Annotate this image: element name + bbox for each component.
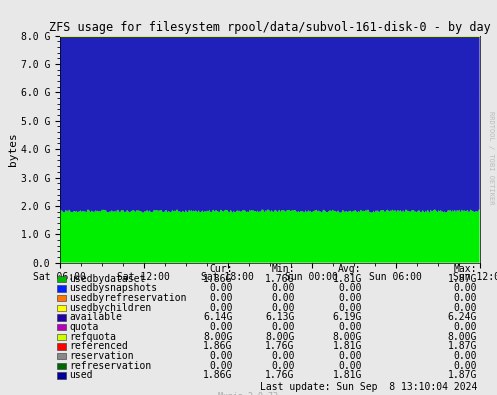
Text: 6.19G: 6.19G	[332, 312, 362, 322]
Text: available: available	[70, 312, 122, 322]
Text: 1.86G: 1.86G	[203, 274, 233, 284]
Text: 0.00: 0.00	[271, 283, 295, 293]
Text: 8.00G: 8.00G	[265, 332, 295, 342]
Text: 6.13G: 6.13G	[265, 312, 295, 322]
Text: 6.14G: 6.14G	[203, 312, 233, 322]
Text: 0.00: 0.00	[209, 322, 233, 332]
Text: quota: quota	[70, 322, 99, 332]
Text: RRDTOOL / TOBI OETIKER: RRDTOOL / TOBI OETIKER	[488, 111, 494, 205]
Text: 0.00: 0.00	[271, 361, 295, 371]
Text: 1.87G: 1.87G	[448, 274, 477, 284]
Text: Min:: Min:	[271, 264, 295, 275]
Text: used: used	[70, 371, 93, 380]
Text: Avg:: Avg:	[338, 264, 362, 275]
Text: 0.00: 0.00	[209, 303, 233, 313]
Text: 0.00: 0.00	[338, 322, 362, 332]
Text: 1.76G: 1.76G	[265, 371, 295, 380]
Text: 0.00: 0.00	[271, 293, 295, 303]
Text: 0.00: 0.00	[338, 351, 362, 361]
Text: 0.00: 0.00	[454, 293, 477, 303]
Text: usedbyrefreservation: usedbyrefreservation	[70, 293, 187, 303]
Text: 0.00: 0.00	[338, 283, 362, 293]
Text: usedbychildren: usedbychildren	[70, 303, 152, 313]
Text: Max:: Max:	[454, 264, 477, 275]
Text: 0.00: 0.00	[454, 361, 477, 371]
Text: reservation: reservation	[70, 351, 134, 361]
Text: 1.87G: 1.87G	[448, 371, 477, 380]
Text: 1.86G: 1.86G	[203, 371, 233, 380]
Text: 1.81G: 1.81G	[332, 274, 362, 284]
Text: 0.00: 0.00	[454, 283, 477, 293]
Text: 1.81G: 1.81G	[332, 341, 362, 352]
Text: 1.86G: 1.86G	[203, 341, 233, 352]
Text: usedbysnapshots: usedbysnapshots	[70, 283, 158, 293]
Text: Munin 2.0.73: Munin 2.0.73	[219, 392, 278, 395]
Text: 0.00: 0.00	[209, 361, 233, 371]
Text: Last update: Sun Sep  8 13:10:04 2024: Last update: Sun Sep 8 13:10:04 2024	[260, 382, 477, 393]
Title: ZFS usage for filesystem rpool/data/subvol-161-disk-0 - by day: ZFS usage for filesystem rpool/data/subv…	[49, 21, 491, 34]
Text: 8.00G: 8.00G	[448, 332, 477, 342]
Text: 0.00: 0.00	[271, 351, 295, 361]
Text: 8.00G: 8.00G	[332, 332, 362, 342]
Text: usedbydataset: usedbydataset	[70, 274, 146, 284]
Text: 0.00: 0.00	[209, 283, 233, 293]
Text: Cur:: Cur:	[209, 264, 233, 275]
Text: 6.24G: 6.24G	[448, 312, 477, 322]
Text: 0.00: 0.00	[454, 303, 477, 313]
Text: 0.00: 0.00	[271, 322, 295, 332]
Text: 0.00: 0.00	[338, 303, 362, 313]
Text: 1.76G: 1.76G	[265, 274, 295, 284]
Y-axis label: bytes: bytes	[8, 132, 18, 166]
Text: 0.00: 0.00	[209, 293, 233, 303]
Text: 0.00: 0.00	[454, 351, 477, 361]
Text: 1.87G: 1.87G	[448, 341, 477, 352]
Text: refquota: refquota	[70, 332, 117, 342]
Text: 0.00: 0.00	[454, 322, 477, 332]
Text: 0.00: 0.00	[209, 351, 233, 361]
Text: 0.00: 0.00	[338, 361, 362, 371]
Text: 8.00G: 8.00G	[203, 332, 233, 342]
Text: referenced: referenced	[70, 341, 128, 352]
Text: 1.76G: 1.76G	[265, 341, 295, 352]
Text: refreservation: refreservation	[70, 361, 152, 371]
Text: 1.81G: 1.81G	[332, 371, 362, 380]
Text: 0.00: 0.00	[338, 293, 362, 303]
Text: 0.00: 0.00	[271, 303, 295, 313]
